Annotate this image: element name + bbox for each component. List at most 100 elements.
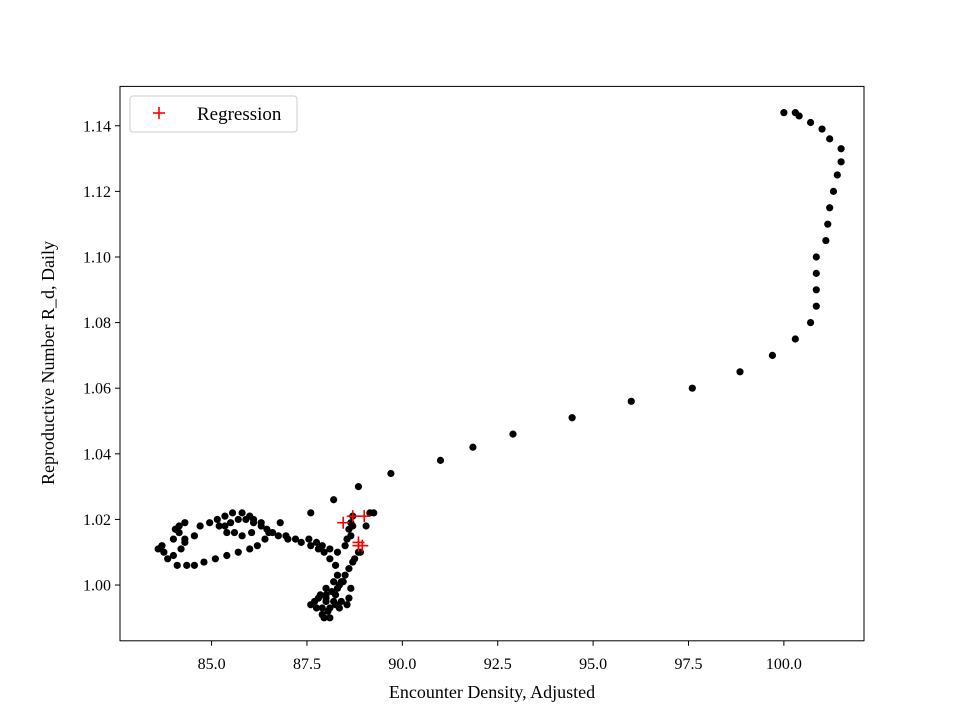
x-tick-label: 100.0	[766, 656, 802, 673]
data-point	[812, 302, 820, 310]
data-point	[335, 604, 343, 612]
data-point	[284, 535, 292, 543]
data-point	[291, 535, 300, 543]
y-tick-label: 1.14	[83, 118, 111, 135]
data-point	[469, 443, 477, 451]
data-point	[320, 614, 328, 622]
data-point	[833, 171, 841, 179]
y-tick-label: 1.08	[83, 315, 111, 332]
data-point	[312, 604, 321, 612]
x-tick-label: 95.0	[579, 656, 607, 673]
data-point	[234, 515, 242, 524]
data-point	[223, 528, 231, 537]
data-point	[246, 545, 254, 553]
y-tick-label: 1.12	[83, 184, 111, 201]
y-axis-label: Reproductive Number R_d, Daily	[38, 241, 58, 485]
y-tick-label: 1.00	[83, 578, 111, 595]
data-point	[318, 604, 326, 612]
data-point	[238, 509, 246, 517]
data-point	[791, 335, 799, 343]
x-tick-label: 97.5	[674, 656, 702, 673]
data-point	[688, 384, 696, 392]
data-point	[177, 545, 185, 553]
data-point	[826, 135, 834, 143]
x-tick-label: 87.5	[293, 656, 321, 673]
data-point	[221, 522, 229, 530]
regression-point	[337, 516, 350, 529]
y-tick-label: 1.06	[83, 381, 111, 398]
data-point	[829, 187, 838, 195]
data-point	[343, 601, 351, 609]
legend-frame	[129, 95, 298, 133]
data-point	[812, 253, 820, 261]
data-point	[341, 542, 349, 550]
data-point	[366, 509, 374, 517]
data-point	[171, 525, 179, 533]
x-axis-label: Encounter Density, Adjusted	[389, 682, 595, 702]
data-point	[837, 145, 845, 153]
data-point	[200, 558, 208, 566]
data-point	[190, 532, 198, 540]
regression-point	[358, 510, 371, 523]
data-point	[795, 112, 803, 120]
data-point	[837, 158, 845, 166]
data-point	[265, 528, 273, 537]
data-point	[249, 519, 258, 527]
data-point	[242, 515, 250, 524]
data-point	[322, 597, 330, 606]
data-point	[228, 509, 237, 517]
data-point	[307, 542, 315, 550]
data-point	[213, 515, 221, 524]
legend: Regression	[129, 95, 298, 133]
data-point	[190, 561, 198, 569]
data-point	[326, 614, 334, 622]
data-point	[339, 578, 347, 586]
data-point	[316, 591, 324, 599]
data-point	[324, 607, 332, 615]
data-point	[818, 125, 826, 133]
data-point	[322, 584, 330, 592]
data-point	[305, 535, 313, 543]
data-point	[806, 118, 815, 127]
data-point	[215, 522, 223, 530]
data-point	[354, 483, 363, 491]
data-point	[183, 561, 191, 569]
data-point	[158, 542, 166, 550]
plot-area	[120, 86, 864, 641]
data-point	[261, 535, 269, 543]
data-point	[509, 430, 517, 438]
data-point	[362, 522, 370, 530]
y-tick-label: 1.04	[83, 446, 111, 463]
data-point	[387, 469, 395, 478]
data-point	[206, 519, 214, 527]
data-point	[780, 109, 788, 117]
data-point	[169, 535, 178, 543]
data-point	[223, 551, 231, 560]
x-axis-ticks: 85.0 87.5 90.0 92.5 95.0 97.5 100.0	[198, 640, 802, 673]
data-point	[181, 519, 189, 527]
data-point	[181, 535, 189, 543]
data-point	[164, 555, 172, 563]
data-point	[330, 496, 338, 504]
x-tick-label: 85.0	[198, 656, 226, 673]
data-point	[221, 512, 229, 520]
legend-entry-regression: Regression	[197, 104, 282, 125]
data-point	[768, 351, 777, 359]
x-tick-label: 92.5	[484, 656, 512, 673]
data-point	[312, 538, 321, 546]
data-point	[196, 522, 204, 530]
regression-point	[352, 539, 365, 552]
data-point	[568, 414, 576, 422]
data-point	[326, 555, 334, 563]
data-point	[320, 548, 328, 556]
data-point	[160, 548, 168, 556]
y-axis-ticks: 1.00 1.02 1.04 1.06 1.08 1.10 1.12 1.14	[83, 118, 120, 595]
data-point	[822, 236, 830, 245]
data-point	[230, 528, 239, 537]
data-point	[343, 535, 351, 543]
data-point	[274, 532, 282, 540]
points-layer	[154, 109, 845, 622]
data-point	[347, 584, 355, 592]
data-point	[248, 528, 256, 537]
data-point	[211, 555, 219, 563]
